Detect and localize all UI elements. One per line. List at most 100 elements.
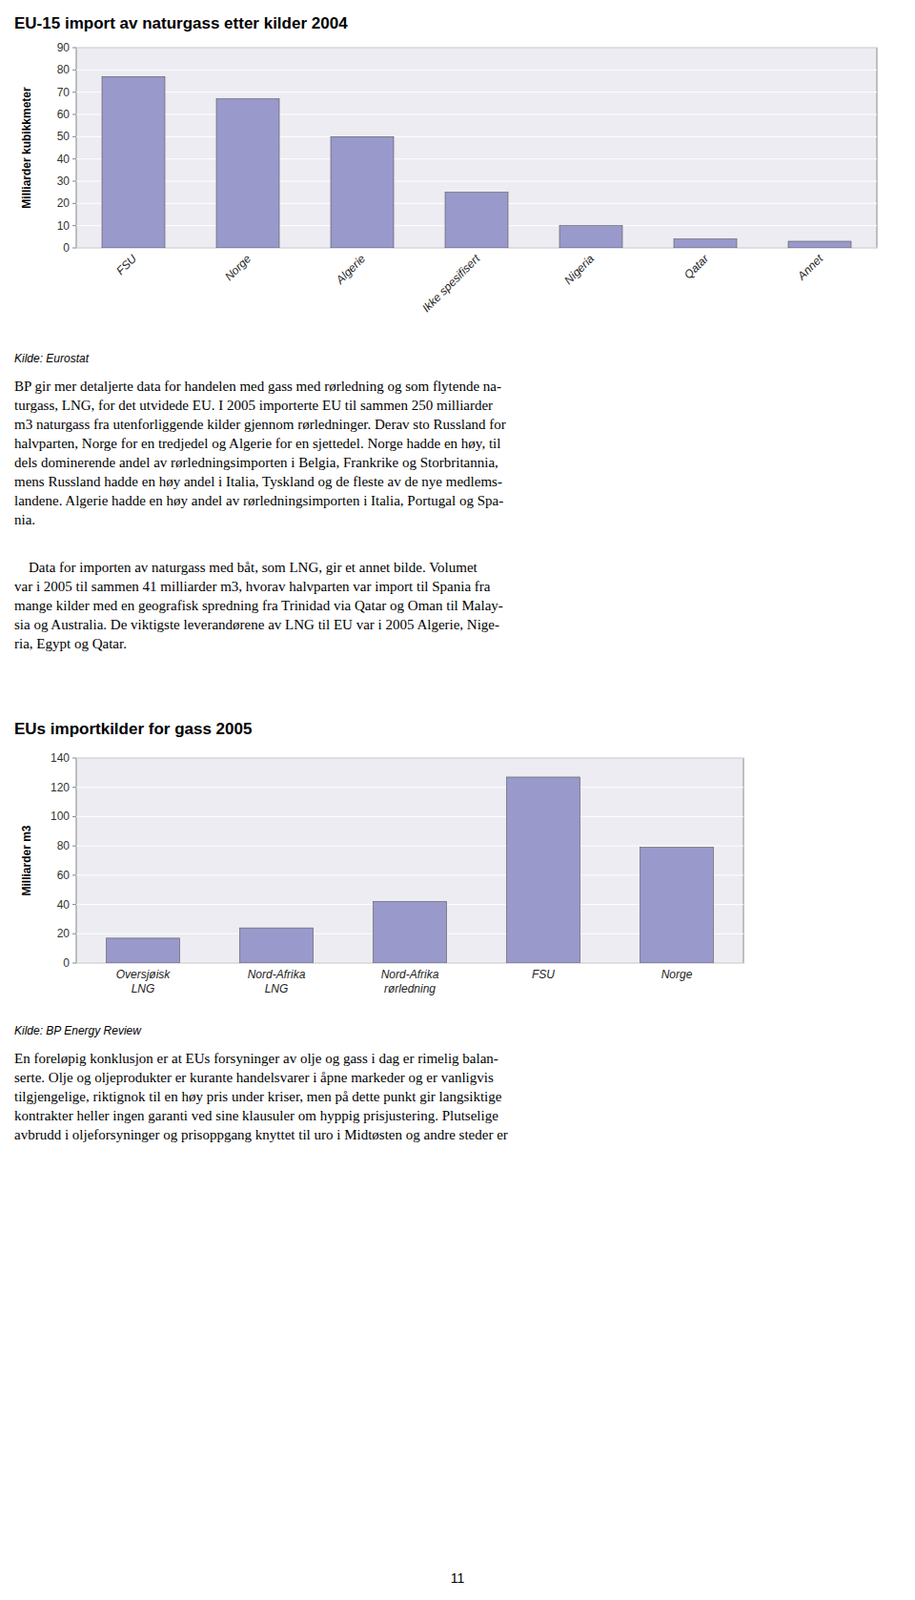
text-line: Nord-Afrika: [247, 967, 306, 981]
text-line: En foreløpig konklusjon er at EUs forsyn…: [14, 1050, 499, 1066]
bar: [106, 937, 181, 963]
tick-label: 0: [62, 955, 70, 970]
tick-label: 80: [57, 62, 71, 77]
tick-mark: [72, 181, 77, 183]
bar: [507, 776, 581, 963]
tick-label: 100: [50, 809, 70, 823]
bar: [216, 99, 280, 248]
text-line: Data for importen av naturgass med båt, …: [14, 559, 479, 575]
text-line: halvparten, Norge for en tredjedel og Al…: [14, 435, 501, 451]
body-text: BP gir mer detaljerte data for handelen …: [14, 378, 507, 528]
tick-label: Norge: [661, 967, 693, 981]
tick-label: Nord-AfrikaLNG: [247, 967, 306, 996]
grid-line: [76, 786, 744, 788]
tick-mark: [72, 136, 77, 138]
bar: [240, 927, 314, 963]
body-text: Data for importen av naturgass med båt, …: [14, 559, 504, 651]
tick-label: 90: [57, 40, 71, 55]
text-line: serte. Olje og oljeprodukter er kurante …: [14, 1069, 494, 1085]
bar: [559, 225, 623, 248]
tick-mark: [72, 903, 77, 905]
plot-area: [76, 47, 877, 248]
tick-mark: [72, 786, 77, 788]
chart-title: EU-15 import av naturgass etter kilder 2…: [14, 14, 348, 33]
text-line: LNG: [264, 981, 289, 996]
tick-mark: [72, 114, 77, 116]
tick-label: Nord-Afrikarørledning: [381, 967, 440, 996]
tick-label: 50: [57, 129, 71, 143]
grid-line: [76, 815, 744, 817]
axis-label: Milliarder kubikkmeter: [20, 86, 34, 209]
chart: EUs importkilder for gass 2005 0 20 40 60 80 1…: [14, 719, 744, 1037]
axis-label: Milliarder m3: [20, 824, 34, 895]
tick-label: 80: [57, 838, 71, 853]
tick-label: 20: [57, 196, 71, 210]
grid-line: [76, 114, 877, 116]
text-line: Norge: [661, 967, 693, 981]
tick-label: 60: [57, 107, 71, 122]
bar: [330, 136, 394, 248]
grid-line: [76, 47, 877, 49]
text-line: FSU: [531, 967, 555, 981]
page: EU-15 import av naturgass etter kilder 2…: [0, 0, 915, 1600]
text-line: mens Russland hadde en høy andel i Itali…: [14, 473, 503, 489]
tick-label: 40: [57, 152, 71, 166]
tick-label: 120: [50, 780, 70, 794]
tick-mark: [72, 69, 77, 71]
page-number: 11: [450, 1569, 466, 1586]
tick-mark: [72, 757, 77, 759]
chart-title: EUs importkilder for gass 2005: [14, 719, 252, 738]
bar: [445, 192, 509, 248]
tick-label: FSU: [531, 967, 555, 981]
text-line: landene. Algerie hadde en høy andel av r…: [14, 492, 504, 509]
tick-label: Ikke spesifisert: [419, 251, 483, 315]
tick-mark: [72, 845, 77, 847]
text-line: LNG: [131, 981, 156, 996]
text-line: ria, Egypt og Qatar.: [14, 635, 127, 651]
tick-label: OversjøiskLNG: [116, 967, 172, 996]
grid-line: [76, 757, 744, 759]
text-line: kontrakter heller ingen garanti ved sine…: [14, 1107, 499, 1123]
bar: [373, 901, 448, 964]
tick-mark: [72, 815, 77, 817]
chart: EU-15 import av naturgass etter kilder 2…: [14, 14, 877, 366]
tick-mark: [72, 91, 77, 93]
tick-mark: [72, 874, 77, 875]
text-line: nia.: [14, 511, 36, 528]
grid-line: [76, 69, 877, 71]
text-line: avbrudd i oljeforsyninger og prisoppgang…: [14, 1126, 509, 1142]
text-line: m3 naturgass fra utenforliggende kilder …: [14, 416, 507, 432]
bars: [101, 76, 852, 248]
tick-label: 20: [57, 926, 71, 940]
source-note: Kilde: Eurostat: [14, 351, 90, 366]
text-line: Nord-Afrika: [381, 967, 440, 981]
tick-label: 40: [57, 897, 71, 912]
tick-mark: [72, 224, 77, 226]
bar: [640, 847, 714, 963]
tick-label: 60: [57, 868, 71, 882]
tick-label: 140: [50, 751, 70, 765]
bar: [673, 239, 737, 248]
text-line: rørledning: [384, 981, 436, 996]
text-line: tilgjengelige, riktignok til en høy pris…: [14, 1088, 503, 1104]
text-line: BP gir mer detaljerte data for handelen …: [14, 378, 502, 394]
text-line: mange kilder med en geografisk spredning…: [14, 597, 504, 613]
grid-line: [76, 136, 877, 138]
source-note: Kilde: BP Energy Review: [14, 1023, 143, 1037]
grid-line: [76, 158, 877, 160]
tick-label: Nigeria: [561, 251, 597, 287]
tick-label: 0: [62, 241, 70, 255]
text-line: var i 2005 til sammen 41 milliarder m3, …: [14, 578, 491, 594]
bars: [106, 776, 714, 963]
tick-mark: [72, 962, 77, 964]
grid-line: [76, 91, 877, 93]
tick-label: 30: [57, 174, 71, 188]
text-line: turgass, LNG, for det utvidede EU. I 200…: [14, 397, 493, 413]
tick-label: 70: [57, 85, 71, 100]
plot-area: [76, 757, 744, 963]
bar: [788, 241, 852, 248]
bar: [101, 76, 165, 248]
tick-label: Annet: [793, 251, 826, 284]
text-line: dels dominerende andel av rørledningsimp…: [14, 454, 499, 470]
grid-line: [76, 181, 877, 183]
